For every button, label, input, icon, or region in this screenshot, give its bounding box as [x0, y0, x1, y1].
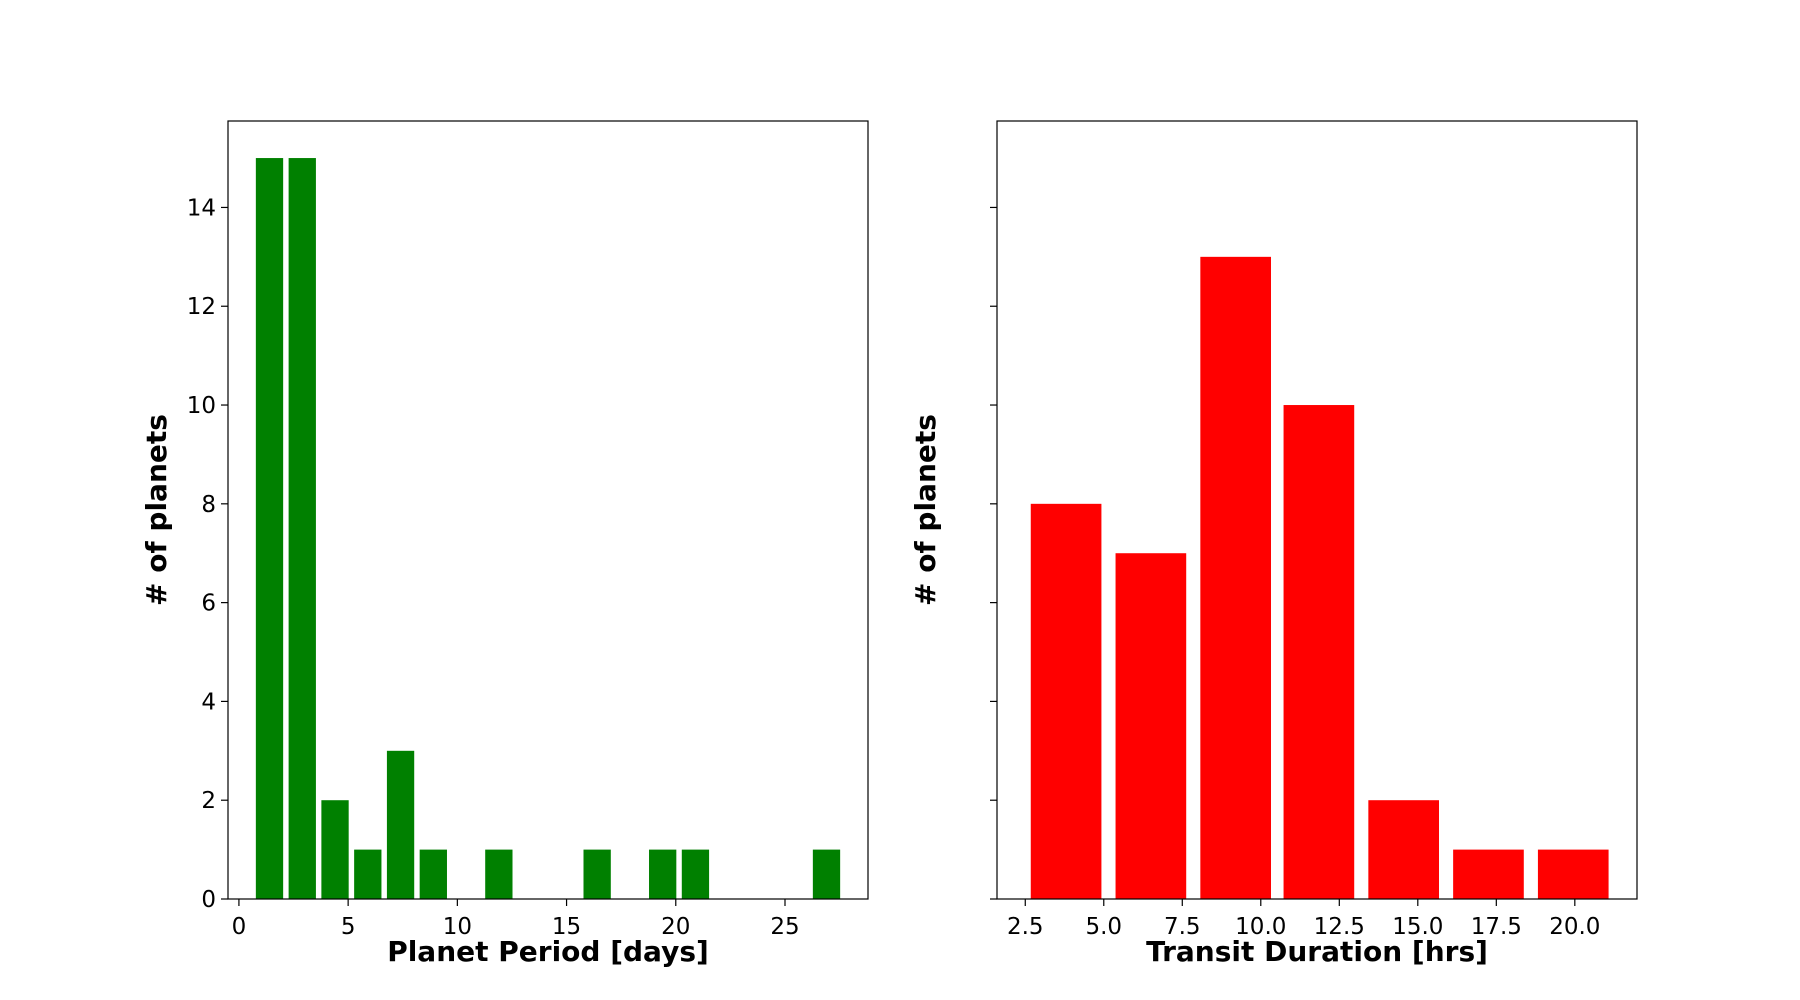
duration-bar-2 — [1200, 256, 1271, 899]
period-ytick-label-4: 8 — [201, 492, 216, 518]
duration-bar-3 — [1283, 405, 1355, 899]
period-bar-6 — [485, 849, 513, 899]
duration-xtick-label-0: 2.5 — [1007, 914, 1044, 940]
period-xtick-label-3: 15 — [552, 914, 581, 940]
period-xtick-label-1: 5 — [341, 914, 356, 940]
duration-xtick-label-4: 12.5 — [1314, 914, 1365, 940]
duration-bar-0 — [1030, 503, 1102, 899]
period-bar-0 — [255, 158, 284, 900]
period-bar-4 — [386, 750, 415, 899]
duration-bar-1 — [1115, 553, 1187, 899]
period-ytick-label-5: 10 — [187, 393, 216, 419]
period-bar-5 — [419, 849, 447, 899]
period-xtick-label-4: 20 — [661, 914, 690, 940]
period-ytick-label-6: 12 — [187, 294, 216, 320]
period-x-axis-label: Planet Period [days] — [387, 935, 709, 968]
duration-histogram: 2.5 5.0 7.5 10.0 12.5 15.0 17.5 20.0 Transit Dur… — [909, 120, 1638, 968]
duration-xtick-label-7: 20.0 — [1549, 914, 1600, 940]
period-ytick-label-1: 2 — [201, 788, 216, 814]
duration-xtick-label-6: 17.5 — [1471, 914, 1522, 940]
period-xtick-label-0: 0 — [232, 914, 247, 940]
duration-x-axis-label: Transit Duration [hrs] — [1146, 935, 1488, 968]
period-axes-frame — [227, 120, 869, 900]
period-bar-9 — [681, 849, 710, 899]
duration-axes-frame — [996, 120, 1638, 900]
period-bar-1 — [288, 158, 316, 900]
period-ytick-label-2: 4 — [201, 689, 216, 715]
duration-bar-4 — [1368, 800, 1440, 899]
period-y-axis-label: # of planets — [140, 414, 173, 606]
period-bar-10 — [812, 849, 841, 899]
duration-xtick-label-1: 5.0 — [1085, 914, 1122, 940]
duration-xtick-label-3: 10.0 — [1235, 914, 1286, 940]
period-xtick-label-2: 10 — [443, 914, 472, 940]
duration-bar-5 — [1453, 849, 1524, 899]
duration-y-axis-label: # of planets — [909, 414, 942, 606]
period-bar-2 — [321, 800, 349, 899]
period-xtick-label-5: 25 — [770, 914, 799, 940]
period-ytick-label-0: 0 — [201, 887, 216, 913]
period-ytick-label-3: 6 — [201, 591, 216, 617]
duration-xtick-label-2: 7.5 — [1164, 914, 1201, 940]
period-bar-8 — [649, 849, 677, 899]
period-histogram: 0 5 10 15 20 25 0 2 4 6 8 10 12 14 Planet Period [days… — [140, 120, 869, 968]
duration-bar-6 — [1537, 849, 1609, 899]
period-ytick-label-7: 14 — [187, 195, 216, 221]
period-bar-7 — [583, 849, 611, 899]
period-bar-3 — [354, 849, 382, 899]
duration-xtick-label-5: 15.0 — [1392, 914, 1443, 940]
